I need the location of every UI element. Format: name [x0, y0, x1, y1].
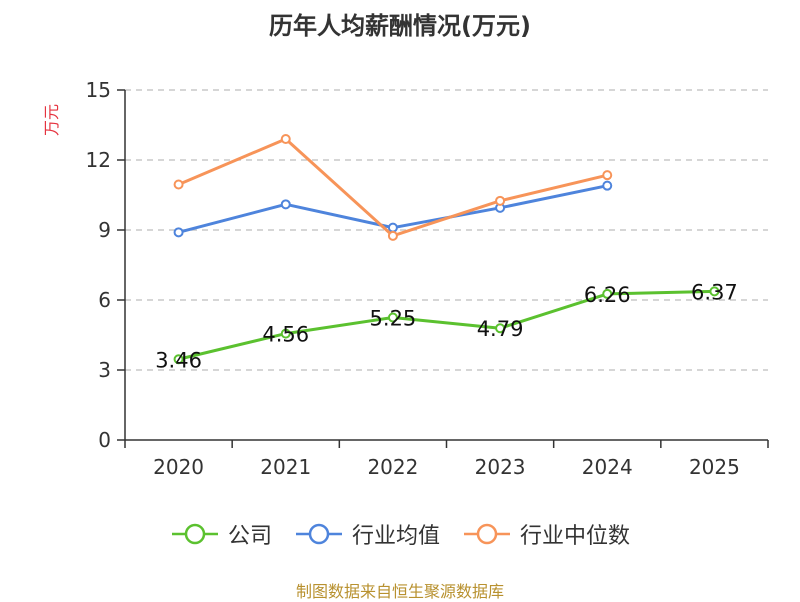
legend-item[interactable]: 行业中位数: [462, 518, 630, 550]
data-point: [495, 323, 506, 334]
legend-label: 公司: [227, 524, 272, 549]
data-point: [495, 195, 506, 206]
x-tick-label: 2021: [260, 455, 311, 479]
x-tick-label: 2020: [153, 455, 204, 479]
series-layer: [173, 134, 720, 365]
data-point: [709, 286, 720, 297]
legend-swatch-icon: [171, 523, 218, 545]
y-tick-label: 15: [86, 78, 111, 102]
legend-swatch-icon: [295, 523, 342, 545]
legend-swatch-icon: [464, 523, 510, 545]
data-label: 5.25: [370, 307, 417, 331]
chart-title: 历年人均薪酬情况(万元): [269, 12, 531, 40]
data-point: [602, 170, 613, 181]
data-point: [280, 328, 291, 339]
legend: 公司 行业均值 行业中位数: [0, 518, 800, 550]
y-tick-label: 3: [98, 358, 111, 382]
x-tick-label: 2022: [367, 455, 418, 479]
data-point: [280, 134, 291, 144]
axes: 0 3 6 9 12 15 2020 2021 2022 2023 2024 2025: [86, 78, 769, 479]
data-point: [173, 179, 184, 190]
source-note: 制图数据来自恒生聚源数据库: [295, 582, 504, 601]
legend-label: 行业中位数: [520, 524, 631, 549]
x-tick-label: 2025: [689, 455, 740, 479]
data-label: 6.26: [584, 283, 631, 307]
x-tick-label: 2024: [582, 455, 633, 479]
data-point: [602, 180, 613, 191]
series-line-0: [178, 289, 715, 361]
data-label: 3.46: [155, 348, 202, 372]
x-tick-label: 2023: [475, 455, 526, 479]
data-label: 4.56: [262, 323, 309, 347]
data-point: [602, 288, 613, 299]
data-point: [387, 222, 398, 233]
data-point: [387, 312, 398, 323]
grid-lines: [125, 89, 768, 371]
legend-item[interactable]: 公司: [170, 518, 272, 550]
series-line-2: [177, 137, 608, 238]
y-tick-label: 9: [98, 218, 111, 242]
data-label: 6.37: [691, 280, 738, 304]
data-point: [173, 227, 184, 238]
y-tick-label: 0: [98, 428, 111, 452]
y-tick-label: 12: [86, 148, 111, 172]
data-labels: 3.46 4.56 5.25 4.79 6.26 6.37: [155, 280, 738, 372]
data-label: 4.79: [477, 317, 524, 341]
data-point: [280, 199, 291, 210]
y-tick-label: 6: [98, 288, 111, 312]
data-point: [173, 354, 184, 365]
data-point: [387, 230, 398, 241]
legend-label: 行业均值: [351, 524, 440, 549]
legend-item[interactable]: 行业均值: [294, 518, 440, 550]
